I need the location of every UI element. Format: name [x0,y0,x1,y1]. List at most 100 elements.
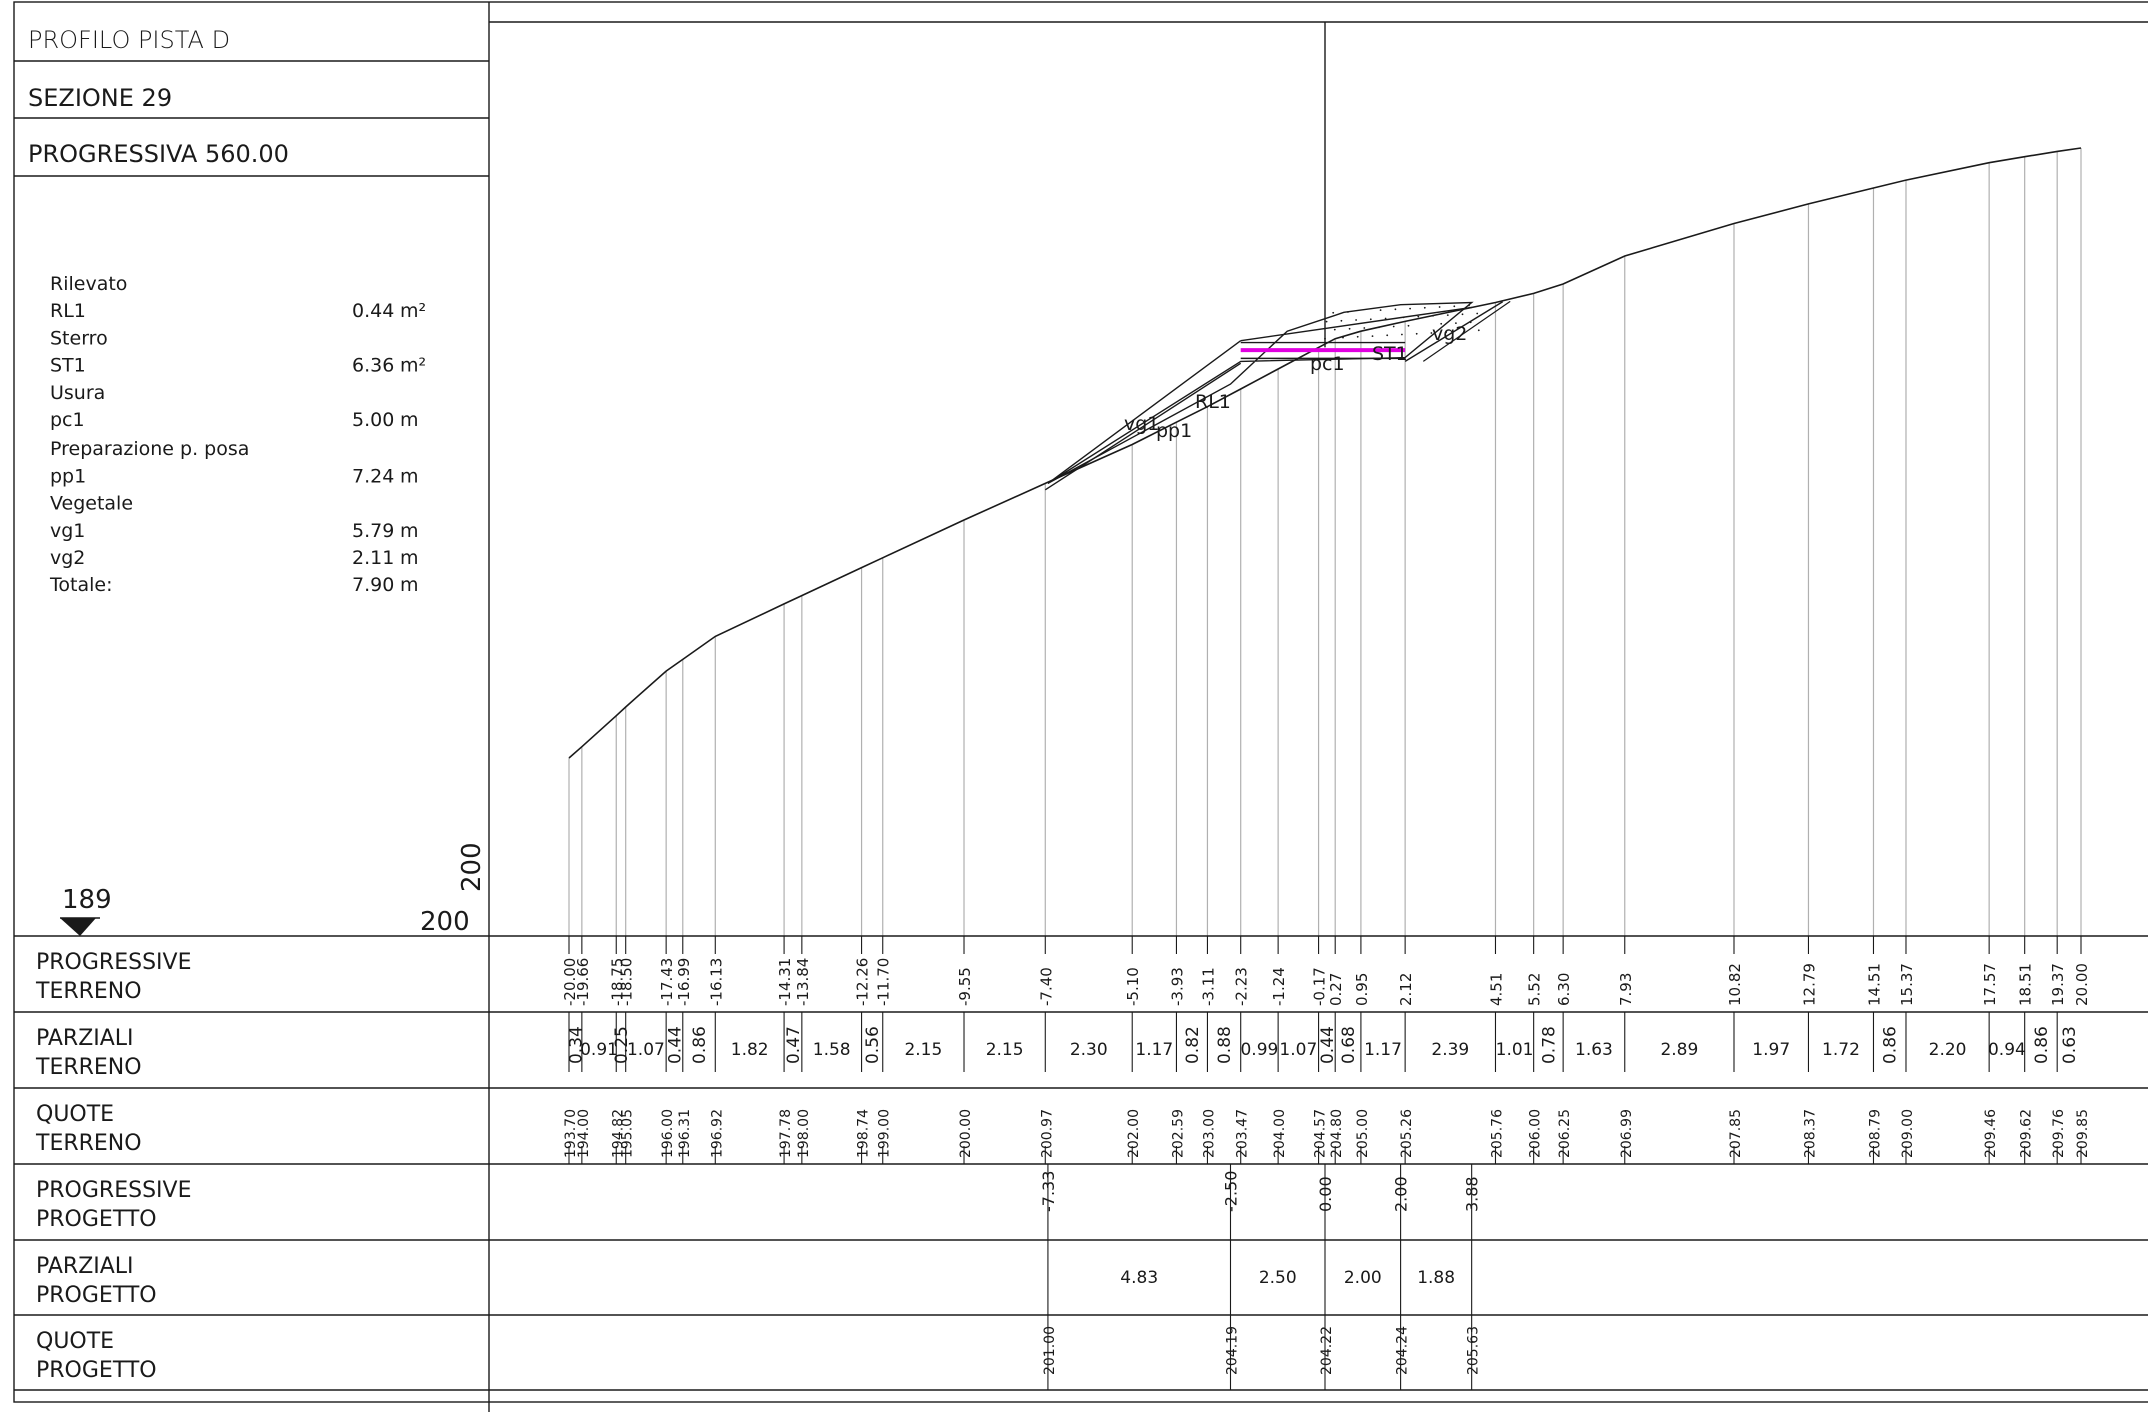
project-elevation-value: 205.63 [1466,1326,1482,1375]
row-label: PARZIALI [36,1026,134,1051]
terrain-elevation-value: 199.00 [877,1109,893,1158]
label-rl1: RL1 [1195,391,1231,413]
quantity-unit: m [400,409,419,431]
terrain-progressive-value: -5.10 [1124,967,1142,1006]
terrain-elevation-value: 204.57 [1313,1109,1329,1158]
project-progressive-value: -7.33 [1039,1171,1058,1212]
terrain-elevation-value: 205.26 [1399,1109,1415,1158]
cut-fill-dot [1478,329,1480,331]
terrain-elevation-value: 206.25 [1557,1109,1573,1158]
cut-fill-dot [1347,311,1349,313]
terrain-elevation-value: 195.05 [620,1109,636,1158]
terrain-partial-value: 0.78 [1539,1026,1559,1064]
terrain-elevation-value: 196.31 [677,1109,693,1158]
profile-title: PROFILO PISTA D [28,26,230,54]
project-progressive-value: -2.50 [1222,1171,1241,1212]
terrain-progressive-value: 5.52 [1526,973,1544,1006]
cut-fill-dot [1439,306,1441,308]
terrain-partial-value: 1.82 [731,1040,769,1060]
cut-fill-dot [1408,325,1410,327]
cut-fill-dot [1462,313,1464,315]
quantity-value: 5.00 [352,409,394,431]
cut-fill-dot [1395,308,1397,310]
cut-fill-dot [1416,333,1418,335]
terrain-elevation-value: 208.37 [1802,1109,1818,1158]
row-label: PROGETTO [36,1207,157,1232]
terrain-elevation-value: 204.00 [1272,1109,1288,1158]
terrain-partial-value: 0.88 [1215,1026,1235,1064]
terrain-progressive-value: 15.37 [1898,963,1916,1006]
terrain-progressive-value: 10.82 [1726,963,1744,1006]
quantity-label: Rilevato [50,273,127,295]
terrain-progressive-value: 7.93 [1617,973,1635,1006]
terrain-partial-value: 1.63 [1575,1040,1613,1060]
terrain-elevation-value: 198.00 [796,1109,812,1158]
quantity-label: Vegetale [50,493,133,515]
terrain-elevation-value: 200.00 [958,1109,974,1158]
terrain-partial-value: 2.15 [986,1040,1024,1060]
terrain-elevation-value: 206.00 [1528,1109,1544,1158]
terrain-partial-value: 0.86 [1881,1026,1901,1064]
terrain-progressive-value: -11.70 [875,958,893,1006]
project-progressive-value: 3.88 [1463,1176,1482,1212]
terrain-progressive-value: -18.50 [618,958,636,1006]
quantity-value: 7.24 [352,465,394,487]
quantity-list: Rilevato RL1 0.44 m² Sterro ST1 6.36 m² Usura pc1… [49,273,426,596]
terrain-progressive-value: -16.99 [675,958,693,1006]
terrain-partial-value: 1.07 [1279,1040,1317,1060]
cut-fill-dot [1357,336,1359,338]
quantity-label: RL1 [50,300,86,322]
row-label: PROGETTO [36,1358,157,1383]
terrain-elevation-value: 206.99 [1619,1109,1635,1158]
terrain-progressive-value: -16.13 [707,958,725,1006]
project-partial-value: 2.50 [1259,1268,1297,1288]
terrain-partial-value: 1.17 [1364,1040,1402,1060]
cut-fill-dot [1453,305,1455,307]
datum-bottom-value: 200 [420,907,470,937]
terrain-progressive-value: -9.55 [956,967,974,1006]
terrain-progressive-value: 18.51 [2017,963,2035,1006]
row-label: PARZIALI [36,1254,134,1279]
quantity-unit: m [400,574,419,596]
cut-fill-dot [1355,319,1357,321]
quantity-value: 6.36 [352,355,394,377]
quantity-value: 7.90 [352,574,394,596]
cut-fill-dot [1332,312,1334,314]
cut-fill-dot [1380,309,1382,311]
terrain-progressive-value: 20.00 [2073,963,2091,1006]
section-title: SEZIONE 29 [28,84,172,112]
terrain-elevation-value: 196.92 [709,1109,725,1158]
cut-fill-dot [1424,307,1426,309]
cut-fill-dot [1386,334,1388,336]
cut-fill-dot [1447,314,1449,316]
quantity-label: Totale: [49,574,112,596]
cut-fill-dot [1334,329,1336,331]
quantity-label: vg1 [50,520,85,542]
cut-fill-dot [1372,335,1374,337]
quantity-label: Usura [50,382,105,404]
terrain-elevation-value: 209.46 [1983,1109,1999,1158]
terrain-progressive-value: -3.11 [1199,967,1217,1006]
project-elevation-value: 204.22 [1319,1326,1335,1375]
terrain-partial-value: 1.07 [627,1040,665,1060]
row-label: PROGRESSIVE [36,1178,191,1203]
cut-fill-dot [1370,318,1372,320]
terrain-elevation-value: 203.00 [1201,1109,1217,1158]
terrain-elevation-value: 196.00 [660,1109,676,1158]
quantity-label: pc1 [50,409,85,431]
quantity-value: 2.11 [352,547,394,569]
terrain-partial-value: 1.72 [1822,1040,1860,1060]
terrain-elevation-value: 198.74 [856,1109,872,1158]
terrain-progressive-value: 17.57 [1981,963,1999,1006]
quantity-unit: m [400,465,419,487]
cut-fill-dot [1363,327,1365,329]
cut-fill-dot [1409,308,1411,310]
project-elevation-value: 204.24 [1395,1326,1411,1375]
terrain-partial-value: 1.17 [1135,1040,1173,1060]
row-label: PROGETTO [36,1283,157,1308]
terrain-partial-value: 2.39 [1431,1040,1469,1060]
terrain-elevation-value: 209.62 [2019,1109,2035,1158]
fill-section-outline [1048,303,1472,484]
progressive-title: PROGRESSIVA 560.00 [28,140,289,168]
